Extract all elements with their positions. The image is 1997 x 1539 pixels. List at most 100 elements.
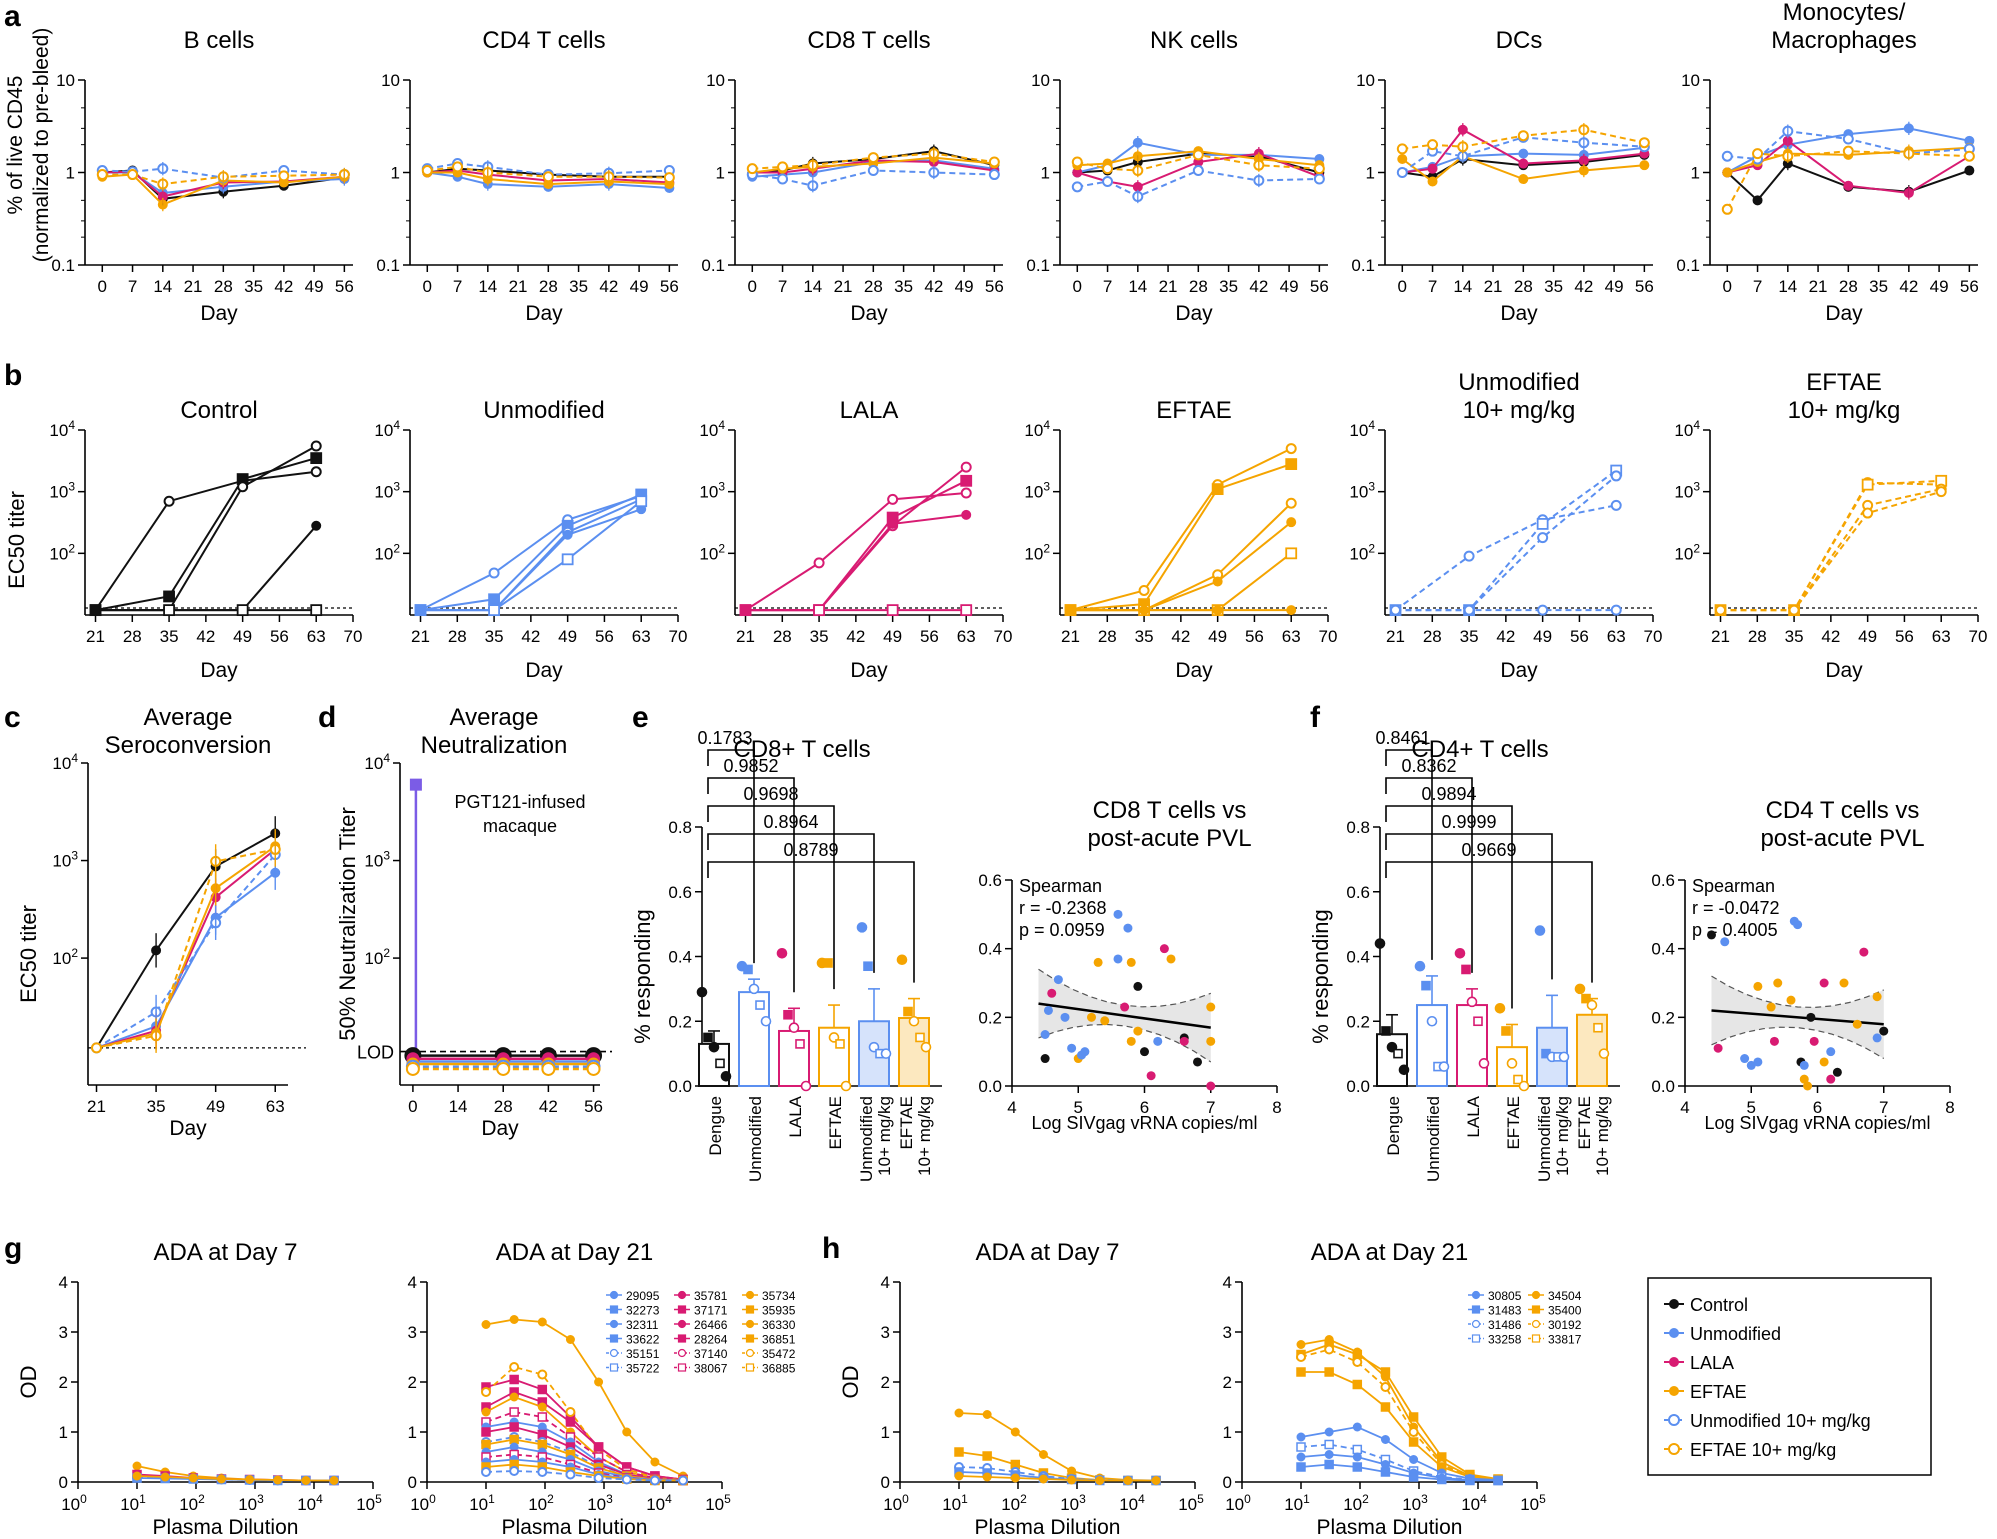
data-point-a3-4-3 [867,165,879,177]
x-tick-label-e1-0: Dengue [706,1096,725,1156]
id-legend-g-id-2-5: 36885 [762,1362,796,1376]
data-point-b5-2-2 [1537,532,1549,544]
data-point-e2-30 [1206,1081,1216,1091]
x-tick-label-a6-8: 56 [1960,277,1979,296]
data-point-h2-2-3 [1380,1382,1391,1392]
fit-line-e2 [1038,1002,1211,1029]
data-point-g2-14-3 [565,1469,576,1480]
x-tick-label-f1-5: EFTAE10+ mg/kg [1575,1096,1612,1176]
data-point-e1-4-0 [856,922,868,933]
y-tick-label-c-0: 104 [52,751,78,773]
x-tick-label-b1-2: 35 [160,627,179,646]
data-point-h1-0-2 [1010,1427,1020,1437]
x-tick-label-a2-6: 42 [599,277,618,296]
data-point-e1-2-0 [776,947,788,959]
id-legend-g-id-0-5: 35722 [626,1362,660,1376]
data-point-h1-4-2 [1010,1473,1020,1483]
series-line-a5-3 [1401,155,1645,183]
id-legend-h-id-1-1: 35400 [1548,1304,1582,1318]
y-axis-label-g1: OD [16,1366,41,1399]
data-point-a1-5-0 [96,169,108,181]
chart-title-b5-1: 10+ mg/kg [1463,397,1576,424]
data-point-h2-7-0 [1296,1462,1306,1472]
data-point-h2-3-0 [1296,1367,1306,1377]
data-point-h2-3-3 [1380,1402,1391,1412]
y-tick-label-e2-2: 0.4 [978,940,1002,959]
chart-title-e2-1: post-acute PVL [1087,825,1251,852]
data-point-f2-5 [1753,1057,1763,1067]
id-legend-g-id-2-2: 36330 [762,1318,796,1332]
data-point-f1-2-4 [1478,1058,1490,1069]
x-axis-label-h1: Plasma Dilution [975,1516,1121,1539]
pgt121-marker [409,778,422,791]
y-tick-label-a1-2: 0.1 [51,256,75,275]
data-point-g2-0-3 [565,1335,575,1344]
chart-title-d: Average [450,704,539,731]
data-point-a3-5-5 [988,156,1000,168]
series-line-a2-1 [427,171,670,189]
y-tick-label-f1-3: 0.6 [1346,883,1370,902]
id-legend-h-id-0-2: 31486 [1488,1318,1522,1332]
x-tick-label-g1-4: 104 [297,1492,323,1514]
y-tick-label-d-0: 104 [364,751,390,773]
y-tick-label-a6-2: 0.1 [1676,256,1700,275]
data-point-b6-3-2 [1862,507,1874,519]
x-tick-label-b6-0: 21 [1711,627,1730,646]
id-legend-g-marker-1-2 [677,1319,687,1329]
x-tick-label-b6-6: 63 [1932,627,1951,646]
y-tick-label-f1-1: 0.2 [1346,1012,1370,1031]
x-tick-label-b4-5: 56 [1245,627,1264,646]
x-tick-label-b4-1: 28 [1098,627,1117,646]
data-point-e2-22 [1146,1071,1156,1081]
legend-item-lala: LALA [1664,1353,1734,1373]
data-point-e1-2-3 [795,1039,805,1049]
data-point-e2-24 [1159,944,1169,954]
data-point-a2-5-5 [663,172,675,184]
data-point-f1-5-1 [1581,993,1591,1004]
x-tick-label-c-1: 35 [147,1097,166,1116]
y-tick-label-a5-1: 1 [1366,164,1375,183]
data-point-g1-4-7 [329,1476,339,1485]
y-tick-label-f1-0: 0.0 [1346,1077,1370,1096]
data-point-h2-2-4 [1408,1427,1419,1437]
id-legend-g-marker-2-0 [745,1290,755,1300]
series-line-h2-1 [1300,1343,1499,1480]
data-point-a5-2-1 [1427,163,1438,174]
x-tick-label-a3-0: 0 [748,277,757,296]
data-point-g2-2-0 [481,1387,491,1397]
data-point-h2-6-1 [1324,1450,1334,1459]
chart-title-h2: ADA at Day 21 [1311,1239,1468,1266]
data-point-a4-4-5 [1313,173,1325,185]
chart-title-a5: DCs [1496,27,1543,54]
data-point-d-5-1 [496,1061,511,1076]
x-tick-label-b1-1: 28 [123,627,142,646]
x-tick-label-a2-2: 14 [478,277,497,296]
data-point-b5-0-1 [1463,550,1475,562]
x-tick-label-e2-2: 6 [1140,1098,1149,1117]
data-point-f2-12 [1793,920,1803,930]
data-point-a4-4-0 [1071,181,1083,193]
data-point-e2-14 [1113,909,1123,919]
data-point-f2-10 [1786,995,1796,1005]
data-point-f1-5-0 [1574,983,1586,995]
panel-label-g: g [4,1232,22,1265]
series-line-b6-2 [1720,488,1942,612]
x-tick-label-b1-7: 70 [344,627,363,646]
data-point-f1-5-3 [1593,1022,1603,1033]
data-point-g1-4-2 [188,1473,198,1483]
data-point-h1-4-1 [982,1472,992,1482]
data-point-a2-5-3 [542,171,554,183]
id-legend-g-marker-0-0 [609,1290,619,1300]
x-tick-label-b4-2: 35 [1135,627,1154,646]
series-line-b2-4 [420,500,642,612]
series-line-c-0 [95,832,276,1049]
y-axis-label-h1: OD [838,1366,863,1399]
x-tick-label-a2-3: 21 [509,277,528,296]
data-point-b3-4-0 [739,604,752,617]
data-point-b4-0-1 [1138,584,1150,596]
id-legend-g-id-2-3: 36851 [762,1333,796,1347]
data-point-b3-1-3 [960,474,973,487]
series-line-b5-0 [1394,504,1617,611]
x-tick-label-h2-4: 104 [1461,1492,1487,1514]
data-point-f2-17 [1806,1012,1816,1022]
